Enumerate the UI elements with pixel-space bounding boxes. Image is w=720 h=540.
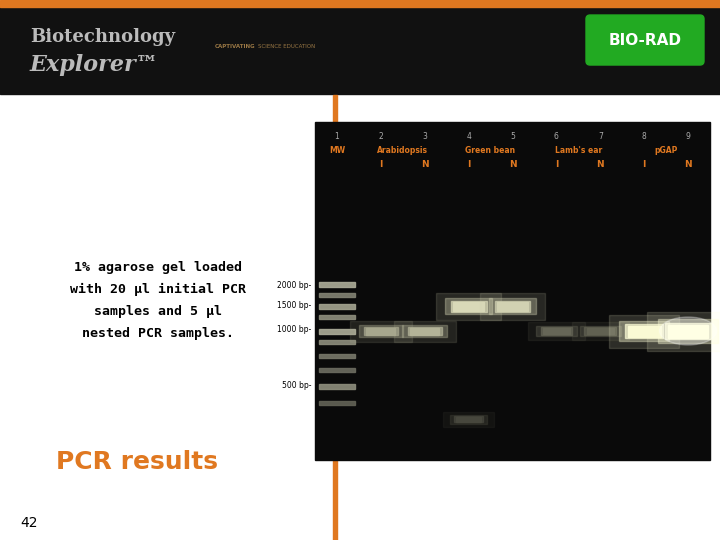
- Bar: [580, 326, 621, 336]
- Bar: [443, 411, 495, 427]
- Bar: [320, 368, 354, 372]
- FancyBboxPatch shape: [586, 15, 704, 65]
- Bar: [541, 327, 572, 335]
- Text: N: N: [421, 160, 428, 169]
- Bar: [585, 327, 616, 335]
- Text: 2: 2: [379, 132, 383, 141]
- Bar: [587, 328, 613, 334]
- Text: N: N: [509, 160, 516, 169]
- Bar: [364, 327, 398, 335]
- Bar: [320, 315, 354, 319]
- Text: I: I: [467, 160, 470, 169]
- Text: nested PCR samples.: nested PCR samples.: [82, 327, 235, 340]
- Bar: [451, 301, 487, 312]
- Text: 3: 3: [423, 132, 427, 141]
- Text: with 20 µl initial PCR: with 20 µl initial PCR: [71, 283, 246, 296]
- Bar: [320, 401, 354, 404]
- Bar: [498, 302, 528, 310]
- Bar: [456, 416, 481, 422]
- Bar: [320, 340, 354, 344]
- Bar: [366, 327, 395, 334]
- Text: 7: 7: [598, 132, 603, 141]
- Text: 6: 6: [554, 132, 559, 141]
- Bar: [495, 301, 531, 312]
- Text: samples and 5 µl: samples and 5 µl: [94, 305, 222, 318]
- Bar: [402, 325, 447, 338]
- Bar: [333, 94, 337, 540]
- Text: I: I: [379, 160, 382, 169]
- Bar: [628, 326, 660, 336]
- Bar: [408, 327, 442, 335]
- Text: Green bean: Green bean: [466, 146, 516, 155]
- Text: Arabidopsis: Arabidopsis: [377, 146, 428, 155]
- Text: 2000 bp-: 2000 bp-: [276, 280, 311, 289]
- Text: Explorer™: Explorer™: [30, 54, 159, 76]
- Bar: [320, 282, 354, 287]
- Text: BIO-RAD: BIO-RAD: [608, 32, 682, 48]
- Text: N: N: [596, 160, 604, 169]
- Text: 5: 5: [510, 132, 515, 141]
- Text: CAPTIVATING: CAPTIVATING: [215, 44, 256, 49]
- Bar: [454, 302, 484, 310]
- Bar: [572, 322, 629, 340]
- Bar: [480, 293, 545, 320]
- Bar: [0, 7, 720, 94]
- Text: 8: 8: [642, 132, 647, 141]
- Bar: [658, 319, 718, 343]
- Text: 1000 bp-: 1000 bp-: [276, 326, 311, 334]
- Bar: [609, 314, 679, 348]
- Bar: [445, 298, 492, 314]
- Bar: [320, 354, 354, 357]
- Bar: [410, 327, 439, 334]
- Text: I: I: [554, 160, 558, 169]
- Bar: [315, 122, 710, 460]
- Text: pGAP: pGAP: [654, 146, 678, 155]
- Text: Biotechnology: Biotechnology: [30, 28, 175, 46]
- Bar: [320, 293, 354, 297]
- Bar: [619, 321, 670, 341]
- Text: PCR results: PCR results: [56, 450, 218, 474]
- Text: MW: MW: [329, 146, 345, 155]
- Bar: [320, 383, 354, 388]
- Bar: [665, 323, 711, 339]
- Ellipse shape: [660, 317, 716, 345]
- Bar: [647, 312, 720, 350]
- Bar: [536, 326, 577, 336]
- Bar: [0, 0, 720, 7]
- Bar: [454, 416, 483, 422]
- Text: 1: 1: [335, 132, 339, 141]
- Bar: [350, 321, 412, 341]
- Text: I: I: [642, 160, 646, 169]
- Bar: [489, 298, 536, 314]
- Bar: [625, 325, 663, 338]
- Text: 1500 bp-: 1500 bp-: [276, 300, 311, 309]
- Text: 4: 4: [466, 132, 471, 141]
- Bar: [450, 415, 487, 423]
- Text: Lamb's ear: Lamb's ear: [554, 146, 602, 155]
- Text: 9: 9: [685, 132, 690, 141]
- Bar: [528, 322, 585, 340]
- Text: N: N: [684, 160, 692, 169]
- Bar: [320, 303, 354, 309]
- Bar: [320, 328, 354, 334]
- Bar: [436, 293, 501, 320]
- Bar: [668, 325, 708, 338]
- Bar: [394, 321, 456, 341]
- Text: 1% agarose gel loaded: 1% agarose gel loaded: [74, 261, 243, 274]
- Text: 42: 42: [20, 516, 37, 530]
- Text: 500 bp-: 500 bp-: [282, 381, 311, 389]
- Bar: [359, 325, 403, 338]
- Bar: [543, 328, 570, 334]
- Text: SCIENCE EDUCATION: SCIENCE EDUCATION: [258, 44, 315, 49]
